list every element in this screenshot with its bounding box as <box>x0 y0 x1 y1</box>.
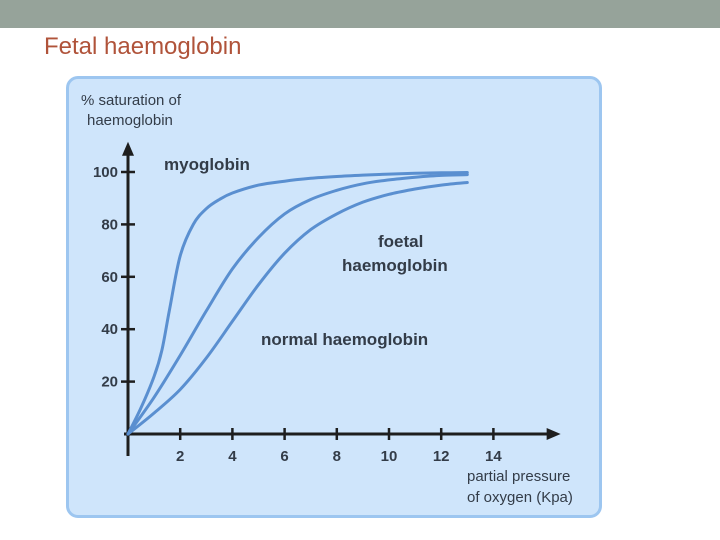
x-tick-label: 2 <box>176 448 184 465</box>
myoglobin-curve-label: myoglobin <box>164 155 250 174</box>
x-tick-label: 14 <box>485 448 502 465</box>
y-tick-label: 100 <box>93 164 118 181</box>
chart-panel: 20 40 60 80 100 2 4 6 8 10 12 14 % saturation of ha… <box>66 76 602 518</box>
x-axis-label-line-2: of oxygen (Kpa) <box>467 489 573 506</box>
foetal-haemoglobin-curve-label-line-2: haemoglobin <box>342 256 448 275</box>
foetal-haemoglobin-curve <box>126 173 469 436</box>
foetal-haemoglobin-curve-label-line-1: foetal <box>378 232 423 251</box>
header-bar <box>0 0 720 28</box>
y-axis-label-line-2: haemoglobin <box>87 112 173 129</box>
y-tick-label: 20 <box>101 374 118 391</box>
slide-title: Fetal haemoglobin <box>44 33 242 60</box>
normal-haemoglobin-curve <box>126 181 469 436</box>
x-tick-label: 4 <box>228 448 237 465</box>
x-axis-label-line-1: partial pressure <box>467 468 570 485</box>
x-tick-label: 6 <box>280 448 288 465</box>
myoglobin-curve <box>126 171 469 436</box>
x-tick-label: 8 <box>333 448 341 465</box>
x-axis-arrow <box>546 428 561 440</box>
x-tick-label: 10 <box>381 448 398 465</box>
normal-haemoglobin-curve-label: normal haemoglobin <box>261 330 428 349</box>
y-axis-arrow <box>122 141 134 156</box>
y-tick-label: 80 <box>101 216 118 233</box>
y-tick-label: 40 <box>101 321 118 338</box>
y-tick-label: 60 <box>101 269 118 286</box>
x-tick-label: 12 <box>433 448 450 465</box>
oxygen-dissociation-chart: 20 40 60 80 100 2 4 6 8 10 12 14 % saturation of ha… <box>81 92 573 506</box>
y-axis-label-line-1: % saturation of <box>81 92 182 109</box>
